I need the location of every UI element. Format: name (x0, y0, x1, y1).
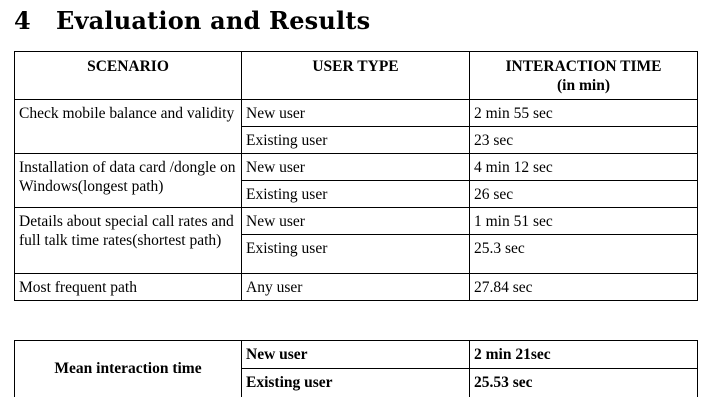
table-row: Details about special call rates and ful… (14, 207, 698, 274)
section-heading: 4 Evaluation and Results (14, 6, 370, 35)
mean-time-label: Mean interaction time (14, 340, 242, 397)
user-type-cell: Any user (241, 273, 470, 301)
table-row: Installation of data card /dongle on Win… (14, 153, 698, 208)
header-scenario: SCENARIO (14, 51, 242, 100)
table-row: Existing user 25.53 sec (15, 368, 698, 397)
interaction-time-cell: 26 sec (469, 180, 698, 208)
table-row: Check mobile balance and validity New us… (14, 99, 698, 154)
scenario-cell: Details about special call rates and ful… (14, 207, 242, 274)
header-interaction-time-unit: (in min) (557, 77, 610, 94)
scenario-cell: Installation of data card /dongle on Win… (14, 153, 242, 208)
interaction-time-cell: 1 min 51 sec (469, 207, 698, 235)
mean-time-table: Mean interaction time New user 2 min 21s… (14, 340, 698, 397)
user-type-cell: Existing user (241, 180, 470, 208)
header-interaction-time-label: INTERACTION TIME (505, 58, 662, 75)
section-title: Evaluation and Results (56, 6, 371, 35)
user-type-cell: Existing user (241, 126, 470, 154)
user-type-cell: Existing user (241, 368, 470, 397)
interaction-time-cell: 4 min 12 sec (469, 153, 698, 181)
user-type-cell: New user (241, 340, 470, 369)
user-type-cell: New user (241, 99, 470, 127)
header-interaction-time: INTERACTION TIME (in min) (469, 51, 698, 100)
table-row: Existing user 26 sec (15, 180, 698, 208)
section-number: 4 (14, 6, 31, 35)
table-header-row: SCENARIO USER TYPE INTERACTION TIME (in … (14, 51, 698, 100)
interaction-time-cell: 2 min 55 sec (469, 99, 698, 127)
interaction-time-cell: 2 min 21sec (469, 340, 698, 369)
user-type-cell: New user (241, 153, 470, 181)
table-row: Most frequent path Any user 27.84 sec (14, 273, 698, 301)
table-row: Existing user 25.3 sec (15, 234, 698, 274)
interaction-time-cell: 23 sec (469, 126, 698, 154)
table-row: Mean interaction time New user 2 min 21s… (14, 340, 698, 397)
interaction-time-cell: 27.84 sec (469, 273, 698, 301)
table-row: Existing user 23 sec (15, 126, 698, 154)
results-table: SCENARIO USER TYPE INTERACTION TIME (in … (14, 51, 698, 301)
scenario-cell: Check mobile balance and validity (14, 99, 242, 154)
user-type-cell: New user (241, 207, 470, 235)
header-user-type: USER TYPE (241, 51, 470, 100)
interaction-time-cell: 25.53 sec (469, 368, 698, 397)
scenario-cell: Most frequent path (14, 273, 242, 301)
interaction-time-cell: 25.3 sec (469, 234, 698, 274)
user-type-cell: Existing user (241, 234, 470, 274)
